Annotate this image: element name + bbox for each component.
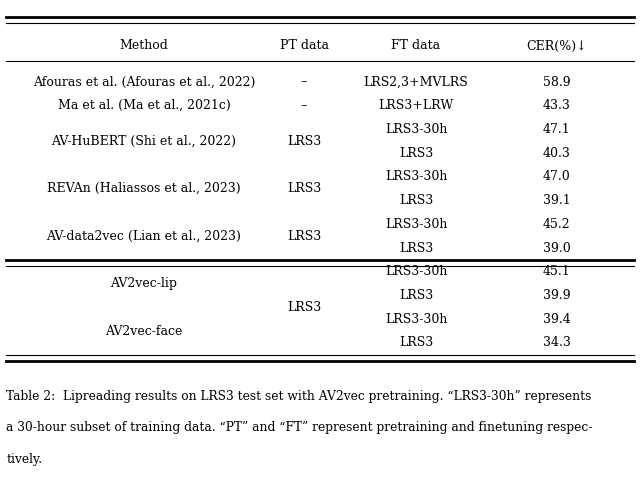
Text: LRS2,3+MVLRS: LRS2,3+MVLRS [364,76,468,89]
Text: 47.0: 47.0 [543,170,571,183]
Text: LRS3: LRS3 [399,194,433,207]
Text: LRS3: LRS3 [287,182,321,195]
Text: Table 2:  Lipreading results on LRS3 test set with AV2vec pretraining. “LRS3-30h: Table 2: Lipreading results on LRS3 test… [6,390,592,403]
Text: 39.9: 39.9 [543,289,571,302]
Text: 58.9: 58.9 [543,76,571,89]
Text: 43.3: 43.3 [543,99,571,112]
Text: LRS3+LRW: LRS3+LRW [378,99,454,112]
Text: AV2vec-face: AV2vec-face [106,325,182,337]
Text: 47.1: 47.1 [543,123,571,136]
Text: LRS3: LRS3 [399,336,433,349]
Text: LRS3: LRS3 [287,301,321,314]
Text: LRS3: LRS3 [287,135,321,148]
Text: LRS3-30h: LRS3-30h [385,313,447,326]
Text: 45.2: 45.2 [543,218,571,231]
Text: 39.1: 39.1 [543,194,571,207]
Text: REVAn (Haliassos et al., 2023): REVAn (Haliassos et al., 2023) [47,182,241,195]
Text: PT data: PT data [280,40,328,52]
Text: CER(%)↓: CER(%)↓ [527,40,587,52]
Text: –: – [301,99,307,112]
Text: 45.1: 45.1 [543,265,571,278]
Text: a 30-hour subset of training data. “PT” and “FT” represent pretraining and finet: a 30-hour subset of training data. “PT” … [6,421,593,434]
Text: LRS3-30h: LRS3-30h [385,265,447,278]
Text: LRS3: LRS3 [287,230,321,242]
Text: 39.0: 39.0 [543,242,571,255]
Text: AV-data2vec (Lian et al., 2023): AV-data2vec (Lian et al., 2023) [47,230,241,242]
Text: LRS3: LRS3 [399,147,433,160]
Text: AV2vec-lip: AV2vec-lip [111,277,177,290]
Text: Ma et al. (Ma et al., 2021c): Ma et al. (Ma et al., 2021c) [58,99,230,112]
Text: FT data: FT data [392,40,440,52]
Text: 40.3: 40.3 [543,147,571,160]
Text: –: – [301,76,307,89]
Text: 39.4: 39.4 [543,313,571,326]
Text: AV-HuBERT (Shi et al., 2022): AV-HuBERT (Shi et al., 2022) [51,135,237,148]
Text: Afouras et al. (Afouras et al., 2022): Afouras et al. (Afouras et al., 2022) [33,76,255,89]
Text: Method: Method [120,40,168,52]
Text: LRS3-30h: LRS3-30h [385,170,447,183]
Text: LRS3: LRS3 [399,289,433,302]
Text: tively.: tively. [6,453,42,466]
Text: LRS3-30h: LRS3-30h [385,123,447,136]
Text: LRS3: LRS3 [399,242,433,255]
Text: 34.3: 34.3 [543,336,571,349]
Text: LRS3-30h: LRS3-30h [385,218,447,231]
